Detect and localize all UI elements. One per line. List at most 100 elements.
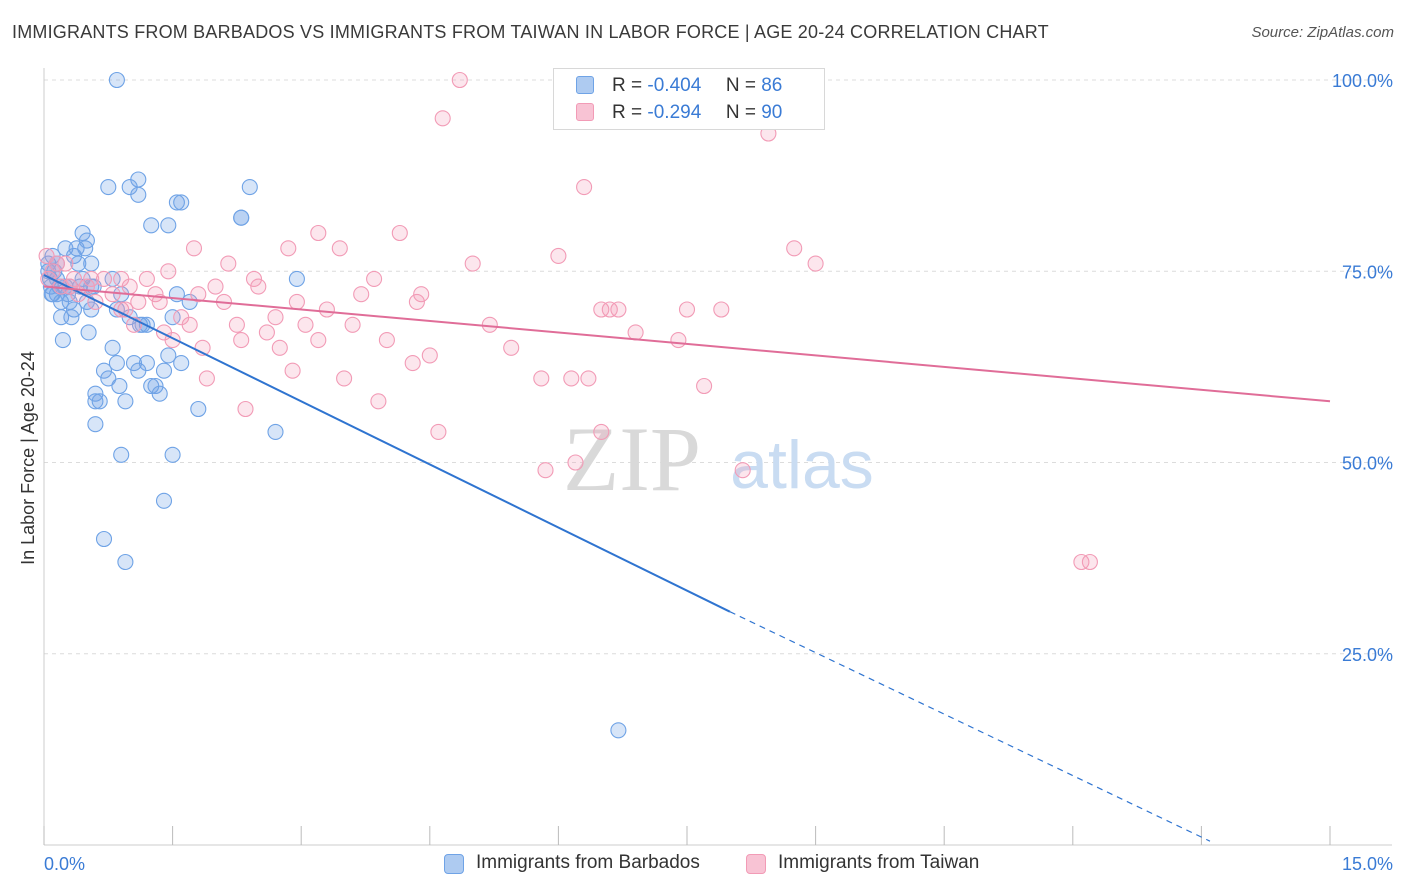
- point-taiwan: [271, 339, 288, 356]
- legend-n-label: N =: [725, 102, 756, 123]
- trend-line-taiwan: [43, 285, 1331, 403]
- point-taiwan: [207, 278, 224, 295]
- point-barbados: [117, 393, 134, 410]
- point-taiwan: [220, 255, 237, 272]
- point-taiwan: [280, 240, 297, 257]
- point-barbados: [190, 400, 207, 418]
- point-taiwan: [228, 316, 245, 333]
- point-barbados: [168, 194, 185, 211]
- point-taiwan: [580, 370, 597, 387]
- legend-swatch-taiwan: [576, 103, 594, 121]
- point-taiwan: [404, 355, 421, 372]
- point-taiwan: [593, 301, 610, 318]
- point-barbados: [147, 377, 164, 395]
- point-taiwan: [503, 339, 520, 356]
- source-label: Source: ZipAtlas.com: [1251, 24, 1394, 41]
- watermark-zip: ZIP: [563, 408, 701, 510]
- point-taiwan: [198, 370, 215, 387]
- trend-line-barbados: [43, 274, 731, 613]
- point-taiwan: [318, 301, 335, 318]
- axes: [43, 68, 1392, 846]
- point-taiwan: [185, 240, 203, 257]
- point-barbados: [610, 722, 627, 739]
- point-taiwan: [378, 332, 395, 349]
- point-taiwan: [563, 370, 580, 387]
- point-taiwan: [696, 377, 713, 395]
- y-tick-label: 25.0%: [1342, 645, 1393, 665]
- point-taiwan: [297, 316, 314, 333]
- point-taiwan: [1081, 553, 1098, 571]
- point-taiwan: [57, 255, 74, 272]
- data-points: [38, 71, 1098, 739]
- point-taiwan: [576, 179, 593, 196]
- point-taiwan: [678, 301, 696, 318]
- point-barbados: [70, 255, 87, 272]
- point-barbados: [288, 270, 305, 287]
- point-taiwan: [670, 332, 687, 349]
- legend-n-label: N =: [725, 75, 756, 96]
- point-taiwan: [434, 110, 451, 127]
- y-tick-label: 50.0%: [1342, 454, 1393, 474]
- point-taiwan: [48, 255, 65, 272]
- point-taiwan: [1073, 553, 1090, 571]
- point-barbados: [130, 186, 147, 203]
- point-taiwan: [138, 270, 155, 287]
- gridlines: [44, 79, 1392, 655]
- point-taiwan: [245, 270, 263, 287]
- point-barbados: [113, 446, 130, 463]
- point-taiwan: [413, 286, 430, 303]
- point-barbados: [65, 301, 83, 318]
- point-taiwan: [408, 293, 425, 310]
- point-barbados: [95, 362, 113, 379]
- point-barbados: [125, 355, 143, 372]
- point-taiwan: [567, 454, 584, 471]
- point-taiwan: [336, 370, 353, 387]
- point-taiwan: [627, 324, 644, 341]
- point-taiwan: [593, 423, 610, 440]
- point-barbados: [117, 553, 134, 571]
- x-tick-label: 15.0%: [1342, 854, 1393, 874]
- point-taiwan: [391, 224, 408, 242]
- point-taiwan: [550, 247, 567, 264]
- trend-lines: [43, 274, 1331, 842]
- legend-r-value-taiwan: -0.294: [647, 102, 702, 123]
- point-taiwan: [807, 255, 824, 272]
- point-taiwan: [250, 278, 267, 295]
- tick-labels: 100.0% 75.0% 50.0% 25.0% 0.0% 15.0%: [44, 71, 1393, 874]
- point-barbados: [95, 530, 113, 548]
- point-taiwan: [233, 332, 250, 349]
- point-taiwan: [353, 286, 370, 303]
- legend-n-value-taiwan: 90: [761, 102, 783, 123]
- y-tick-label: 75.0%: [1342, 262, 1393, 282]
- point-taiwan: [267, 309, 284, 326]
- point-taiwan: [481, 316, 498, 333]
- point-taiwan: [537, 462, 554, 479]
- point-taiwan: [786, 240, 803, 257]
- point-taiwan: [258, 324, 275, 341]
- point-taiwan: [610, 301, 627, 318]
- point-taiwan: [713, 301, 730, 318]
- point-barbados: [111, 377, 128, 395]
- bottom-legend-label-taiwan: Immigrants from Taiwan: [778, 852, 980, 873]
- legend-r-label: R =: [612, 75, 643, 96]
- point-barbados: [160, 347, 177, 364]
- point-barbados: [104, 339, 121, 356]
- point-barbados: [83, 301, 100, 318]
- y-axis-label: In Labor Force | Age 20-24: [18, 351, 38, 565]
- point-barbados: [108, 355, 125, 372]
- point-taiwan: [421, 347, 438, 364]
- bottom-legend-label-barbados: Immigrants from Barbados: [476, 852, 700, 873]
- point-barbados: [87, 416, 104, 433]
- point-taiwan: [366, 270, 383, 287]
- point-barbados: [83, 255, 100, 272]
- point-taiwan: [65, 270, 83, 287]
- point-taiwan: [104, 286, 121, 303]
- point-barbados: [91, 393, 108, 410]
- point-barbados: [74, 224, 91, 242]
- point-taiwan: [288, 293, 305, 310]
- point-taiwan: [181, 316, 198, 333]
- point-barbados: [151, 385, 168, 402]
- point-barbados: [160, 217, 177, 234]
- point-taiwan: [464, 255, 481, 272]
- watermark: ZIP atlas: [563, 408, 874, 510]
